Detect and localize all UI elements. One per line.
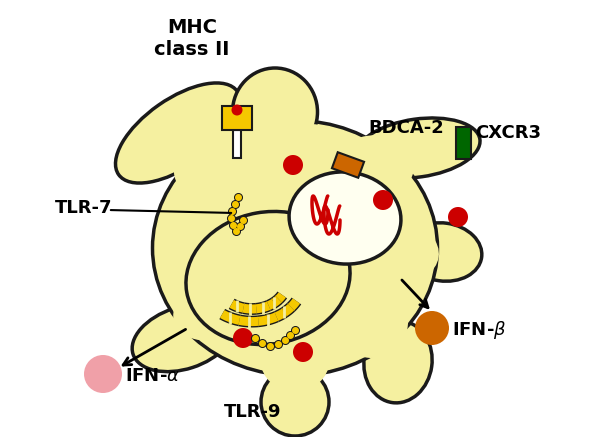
Circle shape xyxy=(283,155,303,175)
Text: IFN-$\alpha$: IFN-$\alpha$ xyxy=(125,367,180,385)
Text: TLR-7: TLR-7 xyxy=(55,199,113,217)
Ellipse shape xyxy=(152,121,437,375)
Ellipse shape xyxy=(186,212,350,344)
Ellipse shape xyxy=(289,172,401,264)
Bar xyxy=(233,130,241,158)
Ellipse shape xyxy=(232,68,318,156)
Text: MHC
class II: MHC class II xyxy=(154,18,230,59)
Circle shape xyxy=(233,328,253,348)
Ellipse shape xyxy=(364,321,432,403)
Ellipse shape xyxy=(330,135,414,201)
Ellipse shape xyxy=(116,83,241,183)
Text: CXCR3: CXCR3 xyxy=(475,124,541,142)
Ellipse shape xyxy=(173,275,263,341)
Ellipse shape xyxy=(336,286,408,358)
Bar xyxy=(456,127,471,159)
Ellipse shape xyxy=(404,223,482,281)
Text: TLR-9: TLR-9 xyxy=(224,403,282,421)
Text: IFN-$\beta$: IFN-$\beta$ xyxy=(452,319,506,341)
Ellipse shape xyxy=(155,123,435,373)
Bar xyxy=(222,106,252,130)
Circle shape xyxy=(415,311,449,345)
Ellipse shape xyxy=(356,118,480,178)
Ellipse shape xyxy=(174,116,266,200)
Ellipse shape xyxy=(261,333,329,391)
Text: BDCA-2: BDCA-2 xyxy=(368,119,443,137)
Ellipse shape xyxy=(261,368,329,436)
Polygon shape xyxy=(332,152,364,178)
Circle shape xyxy=(373,190,393,210)
Circle shape xyxy=(84,355,122,393)
Ellipse shape xyxy=(367,223,439,281)
Ellipse shape xyxy=(132,304,234,371)
Circle shape xyxy=(293,342,313,362)
Circle shape xyxy=(232,104,243,115)
Circle shape xyxy=(448,207,468,227)
